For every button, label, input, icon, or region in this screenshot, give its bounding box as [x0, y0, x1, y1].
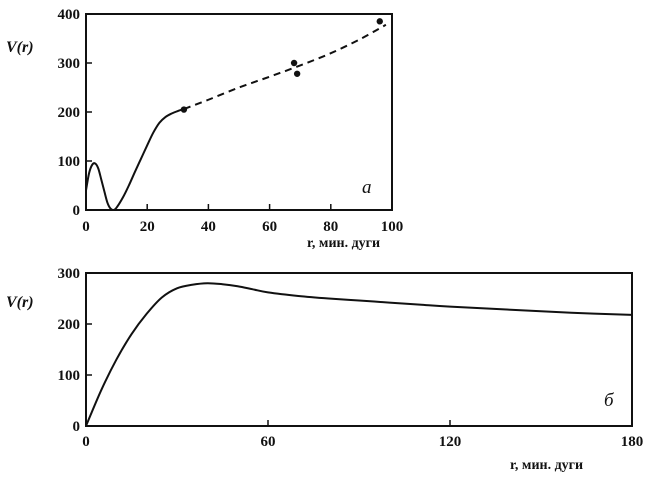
y-tick-label: 200: [58, 317, 81, 333]
y-tick-label: 400: [58, 7, 81, 23]
y-tick-label: 100: [58, 154, 81, 170]
y-axis-label: V(r): [6, 294, 34, 311]
y-tick-label: 0: [73, 419, 81, 435]
y-tick-label: 300: [58, 56, 81, 72]
x-tick-label: 0: [82, 434, 90, 450]
chart-b: 0 100 200 300 0 60 120 180 V(r) r, мин. дуги б: [6, 266, 643, 473]
x-tick-label: 180: [621, 434, 644, 450]
x-tick-label: 40: [201, 219, 216, 235]
chart-a: 0 100 200 300 400 0 20 40 60 80 100 V(r) r, мин. дуг…: [6, 7, 403, 251]
data-point: [293, 70, 301, 77]
x-axis-label: r, мин. дуги: [510, 458, 583, 473]
y-tick-label: 300: [58, 266, 81, 282]
data-point: [180, 106, 188, 113]
y-tick-label: 200: [58, 105, 81, 121]
x-tick-label: 100: [381, 219, 404, 235]
x-tick-label: 60: [262, 219, 277, 235]
x-tick-label: 60: [261, 434, 276, 450]
x-tick-label: 80: [323, 219, 338, 235]
y-tick-label: 100: [58, 368, 81, 384]
x-tick-label: 120: [439, 434, 462, 450]
data-point: [376, 18, 383, 25]
x-tick-label: 0: [82, 219, 90, 235]
x-axis-label: r, мин. дуги: [307, 236, 380, 251]
x-tick-label: 20: [140, 219, 155, 235]
panel-label: a: [362, 177, 372, 198]
data-point: [290, 59, 298, 67]
y-axis-label: V(r): [6, 39, 34, 56]
y-tick-label: 0: [73, 203, 81, 219]
series-line-dashed: [183, 23, 387, 110]
plot-frame: [85, 272, 633, 427]
panel-label: б: [604, 390, 615, 411]
series-line: [85, 108, 185, 212]
series-line: [85, 282, 633, 427]
